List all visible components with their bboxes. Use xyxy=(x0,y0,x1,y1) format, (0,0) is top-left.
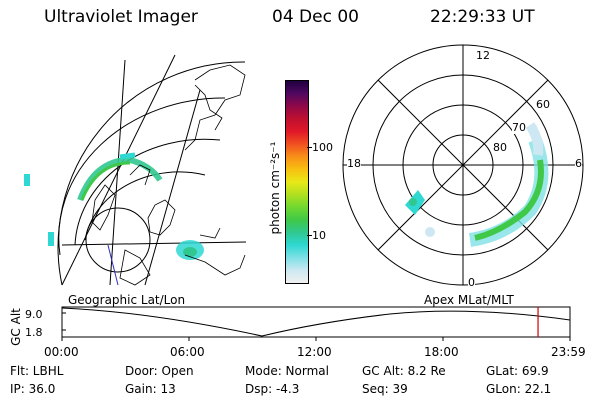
status-ip: IP: 36.0 xyxy=(10,382,56,396)
timeline-xtick-1800: 18:00 xyxy=(424,345,459,359)
status-glat: GLat: 69.9 xyxy=(486,364,549,378)
polar-panel-label: Apex MLat/MLT xyxy=(424,293,514,307)
status-seq: Seq: 39 xyxy=(362,382,408,396)
geo-aurora-blob-2 xyxy=(24,174,30,186)
geo-meridian-1 xyxy=(61,54,176,286)
polar-hour-18: 18 xyxy=(347,157,361,170)
geo-pole-circle xyxy=(85,207,151,273)
colorbar-tick-marks xyxy=(307,80,312,282)
colorbar-tick-100: 100 xyxy=(312,141,333,154)
timeline-ytick-9: 9.0 xyxy=(25,308,43,321)
geo-meridian-2 xyxy=(109,59,126,286)
status-dsp: Dsp: -4.3 xyxy=(245,382,300,396)
observation-date: 04 Dec 00 xyxy=(272,7,359,27)
status-gain: Gain: 13 xyxy=(125,382,176,396)
geographic-panel-label: Geographic Lat/Lon xyxy=(68,293,186,307)
page-title: Ultraviolet Imager xyxy=(44,7,198,27)
timeline-xtick-1200: 12:00 xyxy=(297,345,332,359)
status-glon: GLon: 22.1 xyxy=(486,382,552,396)
geo-coastline-scandinavia xyxy=(184,64,246,151)
geo-coastline-greenland xyxy=(91,184,116,231)
polar-lat-label-70: 70 xyxy=(512,121,526,134)
polar-hour-6: 6 xyxy=(575,157,582,170)
status-filter: Flt: LBHL xyxy=(10,364,64,378)
polar-hour-12: 12 xyxy=(476,49,490,62)
orbit-altitude-curve xyxy=(61,307,571,337)
polar-hour-0: 0 xyxy=(468,276,475,289)
geo-aurora-blob-3 xyxy=(48,232,54,246)
status-mode: Mode: Normal xyxy=(245,364,329,378)
status-door: Door: Open xyxy=(125,364,194,378)
timeline-ytick-1.8: 1.8 xyxy=(25,326,43,339)
timeline-xtick-2359: 23:59 xyxy=(551,345,586,359)
timeline-xtick-0600: 06:00 xyxy=(170,345,205,359)
geo-lat-arc-1 xyxy=(58,97,226,256)
colorbar xyxy=(285,80,309,284)
geo-meridian-3 xyxy=(61,241,247,246)
observation-time: 22:29:33 UT xyxy=(430,7,535,27)
polar-lat-label-80: 80 xyxy=(493,141,507,154)
timeline-xtick-0000: 00:00 xyxy=(44,345,79,359)
geo-meridian-4 xyxy=(144,89,201,286)
colorbar-tick-10: 10 xyxy=(312,229,326,242)
polar-lat-label-60: 60 xyxy=(536,98,550,111)
status-gc-alt: GC Alt: 8.2 Re xyxy=(362,364,446,378)
geo-auroral-oval xyxy=(77,156,163,202)
